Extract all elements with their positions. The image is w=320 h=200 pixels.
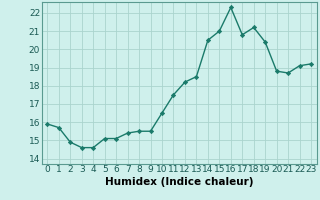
X-axis label: Humidex (Indice chaleur): Humidex (Indice chaleur) (105, 177, 253, 187)
